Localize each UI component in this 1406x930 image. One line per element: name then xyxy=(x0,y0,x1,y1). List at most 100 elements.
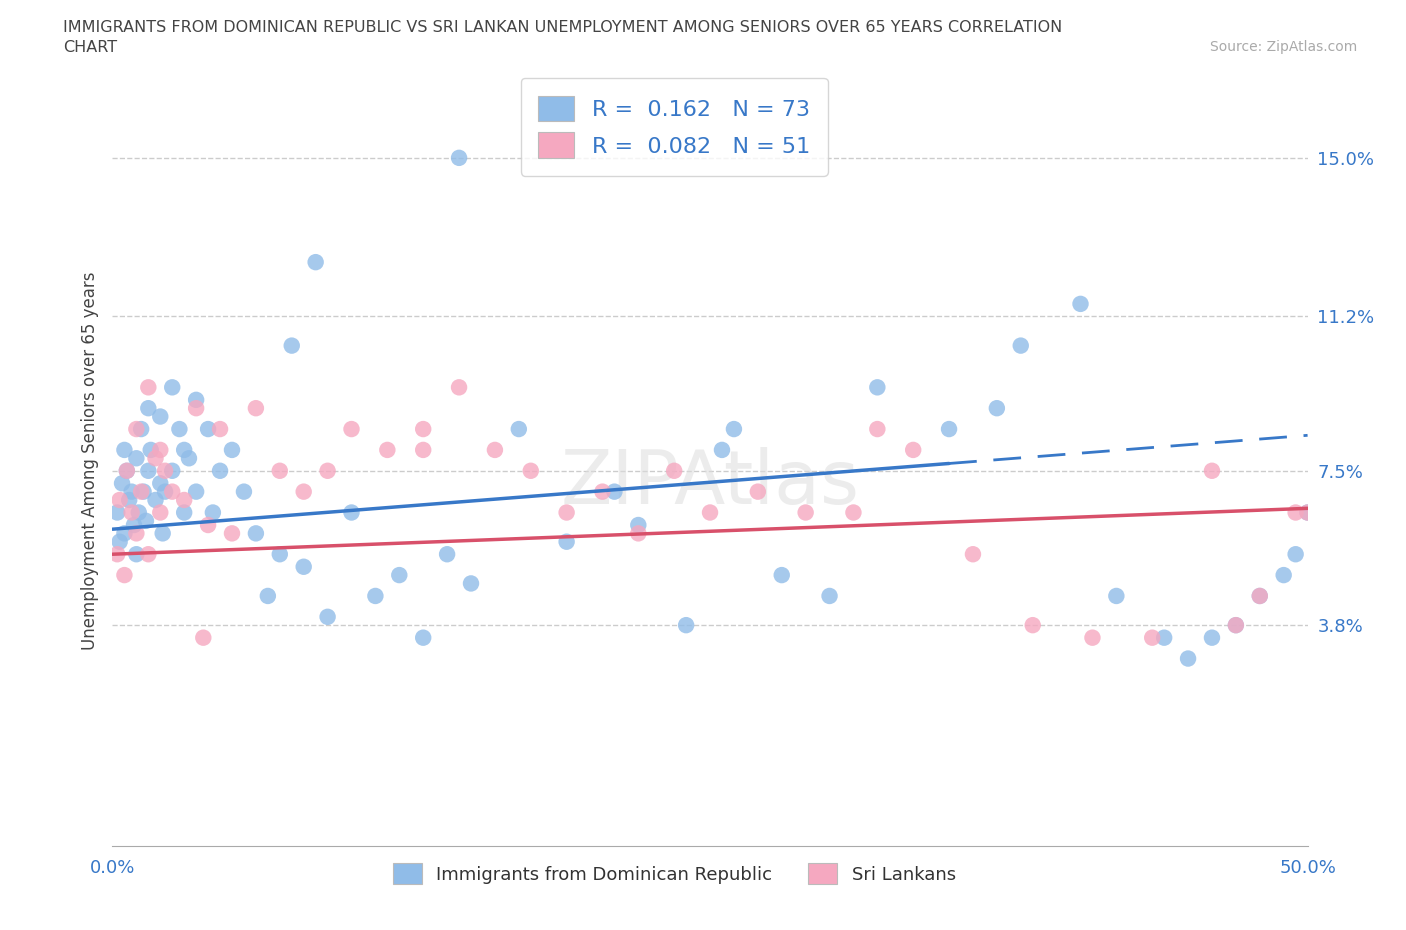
Point xyxy=(221,443,243,458)
Legend: Immigrants from Dominican Republic, Sri Lankans: Immigrants from Dominican Republic, Sri … xyxy=(385,856,963,891)
Point xyxy=(118,493,141,508)
Point xyxy=(115,463,138,478)
Point xyxy=(257,589,280,604)
Point xyxy=(1225,618,1247,632)
Point xyxy=(592,485,614,499)
Point xyxy=(114,526,135,541)
Point xyxy=(484,443,506,458)
Point xyxy=(460,576,482,591)
Point xyxy=(162,463,183,478)
Point xyxy=(245,401,267,416)
Point xyxy=(377,443,399,458)
Point xyxy=(986,401,1008,416)
Point xyxy=(135,513,157,528)
Point xyxy=(269,463,291,478)
Point xyxy=(770,567,793,582)
Point xyxy=(1296,505,1319,520)
Point xyxy=(209,463,232,478)
Point xyxy=(209,421,232,436)
Point xyxy=(108,493,131,508)
Point xyxy=(122,518,145,533)
Point xyxy=(412,443,434,458)
Point xyxy=(962,547,984,562)
Point xyxy=(364,589,387,604)
Point xyxy=(520,463,543,478)
Point xyxy=(197,421,219,436)
Point xyxy=(1142,631,1164,645)
Text: ZIPAtlas: ZIPAtlas xyxy=(561,447,859,520)
Point xyxy=(169,421,191,436)
Point xyxy=(138,401,160,416)
Point xyxy=(340,505,363,520)
Point xyxy=(269,547,291,562)
Point xyxy=(114,567,135,582)
Point xyxy=(1022,618,1045,632)
Point xyxy=(1225,618,1247,632)
Point xyxy=(125,526,148,541)
Point xyxy=(139,443,162,458)
Point xyxy=(201,505,224,520)
Point xyxy=(627,518,650,533)
Point xyxy=(1201,631,1223,645)
Point xyxy=(233,485,256,499)
Point xyxy=(866,421,889,436)
Point xyxy=(149,443,172,458)
Point xyxy=(186,392,208,407)
Point xyxy=(121,485,143,499)
Point xyxy=(1010,339,1032,353)
Point xyxy=(1285,547,1308,562)
Point xyxy=(1285,505,1308,520)
Point xyxy=(111,476,134,491)
Text: IMMIGRANTS FROM DOMINICAN REPUBLIC VS SRI LANKAN UNEMPLOYMENT AMONG SENIORS OVER: IMMIGRANTS FROM DOMINICAN REPUBLIC VS SR… xyxy=(63,20,1063,35)
Point xyxy=(555,505,578,520)
Point xyxy=(245,526,267,541)
Point xyxy=(125,547,148,562)
Point xyxy=(132,485,155,499)
Point xyxy=(138,547,160,562)
Point xyxy=(305,255,328,270)
Point xyxy=(105,547,128,562)
Point xyxy=(555,534,578,549)
Point xyxy=(105,505,128,520)
Point xyxy=(842,505,865,520)
Point xyxy=(145,451,167,466)
Point xyxy=(292,485,315,499)
Point xyxy=(412,631,434,645)
Point xyxy=(281,339,304,353)
Point xyxy=(1201,463,1223,478)
Text: Source: ZipAtlas.com: Source: ZipAtlas.com xyxy=(1209,40,1357,54)
Point xyxy=(186,485,208,499)
Point xyxy=(162,485,183,499)
Point xyxy=(1249,589,1271,604)
Point xyxy=(153,485,176,499)
Point xyxy=(125,421,148,436)
Point xyxy=(412,421,434,436)
Point xyxy=(193,631,215,645)
Point xyxy=(436,547,458,562)
Point xyxy=(121,505,143,520)
Point xyxy=(316,609,339,624)
Point xyxy=(675,618,697,632)
Point xyxy=(114,443,135,458)
Point xyxy=(1272,567,1295,582)
Y-axis label: Unemployment Among Seniors over 65 years: Unemployment Among Seniors over 65 years xyxy=(80,272,98,649)
Point xyxy=(128,505,150,520)
Point xyxy=(1153,631,1175,645)
Point xyxy=(903,443,925,458)
Point xyxy=(627,526,650,541)
Point xyxy=(149,476,172,491)
Point xyxy=(723,421,745,436)
Text: CHART: CHART xyxy=(63,40,117,55)
Point xyxy=(221,526,243,541)
Point xyxy=(138,463,160,478)
Point xyxy=(449,379,471,394)
Point xyxy=(149,505,172,520)
Point xyxy=(711,443,734,458)
Point xyxy=(699,505,721,520)
Point xyxy=(794,505,817,520)
Point xyxy=(1296,505,1319,520)
Point xyxy=(162,379,183,394)
Point xyxy=(747,485,769,499)
Point xyxy=(108,534,131,549)
Point xyxy=(508,421,530,436)
